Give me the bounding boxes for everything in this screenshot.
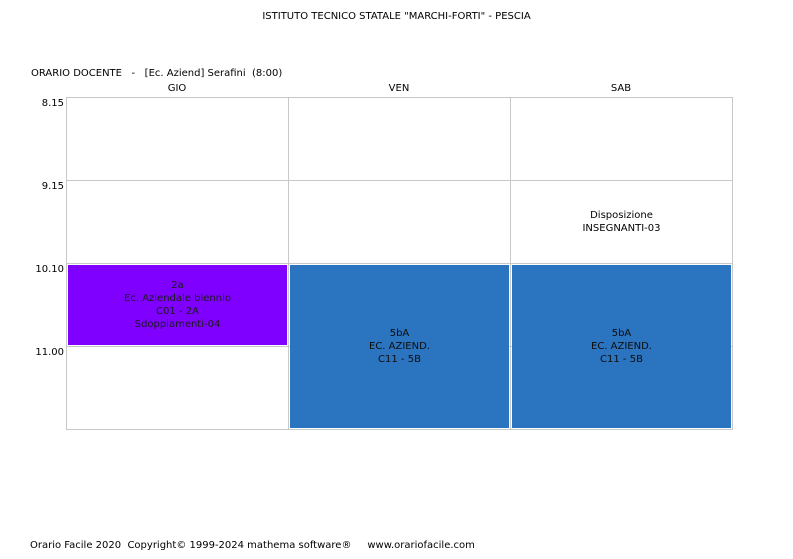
lesson-line: Disposizione bbox=[590, 210, 653, 221]
lesson-cell-saturday-5ba[interactable]: 5bA EC. AZIEND. C11 - 5B bbox=[512, 265, 731, 428]
grid-line bbox=[288, 97, 289, 430]
lesson-line: INSEGNANTI-03 bbox=[582, 223, 661, 234]
grid-line bbox=[66, 97, 67, 430]
lesson-line: 2a bbox=[171, 280, 184, 291]
day-header-saturday: SAB bbox=[610, 83, 632, 94]
lesson-line: 5bA bbox=[611, 328, 632, 339]
lesson-line: C01 - 2A bbox=[156, 306, 199, 317]
time-label-4: 11.00 bbox=[35, 347, 64, 358]
lesson-line: EC. AZIEND. bbox=[369, 341, 430, 352]
time-label-1: 8.15 bbox=[41, 98, 64, 109]
lesson-line: Sdoppiamenti-04 bbox=[134, 319, 221, 330]
lesson-cell-friday-5ba[interactable]: 5bA EC. AZIEND. C11 - 5B bbox=[290, 265, 509, 428]
grid-line bbox=[66, 429, 733, 430]
lesson-line: Ec. Aziendale biennio bbox=[124, 293, 231, 304]
day-header-friday: VEN bbox=[388, 83, 410, 94]
lesson-line: C11 - 5B bbox=[600, 354, 643, 365]
lesson-line: 5bA bbox=[389, 328, 410, 339]
timetable-subtitle: ORARIO DOCENTE - [Ec. Aziend] Serafini (… bbox=[31, 68, 283, 79]
lesson-cell-thursday-2a[interactable]: 2a Ec. Aziendale biennio C01 - 2A Sdoppi… bbox=[68, 265, 287, 345]
footer-copyright: Orario Facile 2020 Copyright© 1999-2024 … bbox=[30, 540, 475, 551]
grid-line bbox=[66, 97, 733, 98]
grid-line bbox=[66, 180, 733, 181]
day-header-thursday: GIO bbox=[167, 83, 187, 94]
grid-line bbox=[510, 97, 511, 430]
school-title: ISTITUTO TECNICO STATALE "MARCHI-FORTI" … bbox=[262, 11, 531, 22]
grid-line bbox=[732, 97, 733, 430]
lesson-line: C11 - 5B bbox=[378, 354, 421, 365]
lesson-cell-saturday-disposizione[interactable]: Disposizione INSEGNANTI-03 bbox=[511, 181, 732, 263]
lesson-line: EC. AZIEND. bbox=[591, 341, 652, 352]
time-label-3: 10.10 bbox=[35, 264, 64, 275]
time-label-2: 9.15 bbox=[41, 181, 64, 192]
grid-line bbox=[66, 263, 733, 264]
